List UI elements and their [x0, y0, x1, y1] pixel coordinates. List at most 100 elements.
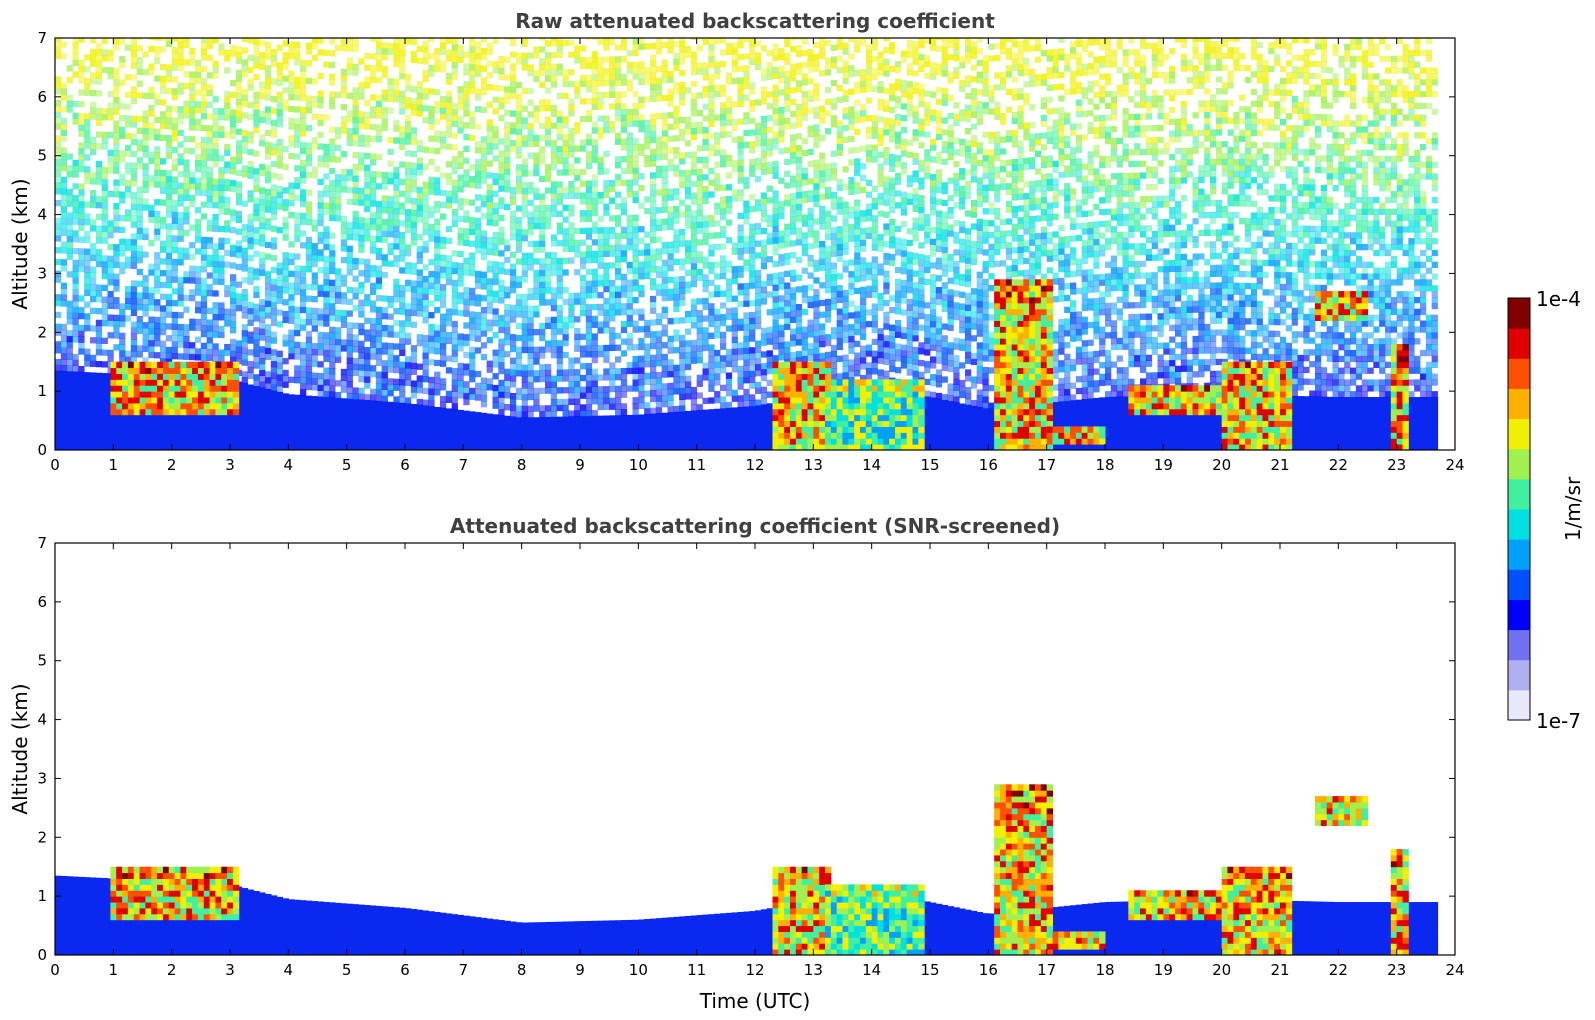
noise-cell [498, 97, 505, 104]
boundary-layer-cell [352, 399, 359, 450]
noise-cell [276, 150, 283, 157]
noise-cell [399, 249, 406, 256]
noise-cell [510, 275, 517, 282]
noise-cell [702, 68, 709, 75]
noise-cell [253, 168, 260, 175]
noise-cell [241, 347, 248, 355]
noise-cell [300, 124, 307, 131]
noise-cell [323, 49, 330, 56]
noise-cell [358, 270, 365, 277]
noise-cell [644, 260, 651, 268]
noise-cell [218, 325, 225, 333]
noise-cell [510, 316, 517, 323]
noise-cell [136, 162, 143, 170]
noise-cell [288, 117, 295, 124]
noise-cell [142, 298, 149, 305]
noise-cell [667, 318, 674, 325]
noise-cell [422, 93, 429, 100]
noise-cell [305, 124, 313, 132]
noise-cell [591, 409, 598, 417]
noise-cell [218, 331, 225, 339]
noise-cell [696, 38, 703, 40]
noise-cell [90, 48, 97, 56]
noise-cell [521, 64, 528, 71]
noise-cell [130, 162, 138, 169]
noise-cell [708, 397, 715, 404]
noise-cell [165, 170, 173, 177]
noise-cell [539, 69, 546, 77]
noise-cell [725, 266, 733, 273]
noise-cell [755, 275, 762, 283]
noise-cell [603, 68, 610, 75]
noise-cell [399, 43, 406, 50]
noise-cell [434, 253, 441, 261]
noise-cell [358, 58, 365, 65]
noise-cell [55, 323, 62, 330]
noise-cell [655, 89, 663, 96]
noise-cell [696, 174, 703, 181]
noise-cell [358, 217, 365, 224]
noise-cell [358, 370, 365, 377]
noise-cell [230, 185, 237, 193]
noise-cell [463, 310, 470, 317]
noise-cell [527, 229, 534, 236]
noise-cell [235, 210, 243, 218]
noise-cell [276, 97, 283, 104]
noise-cell [206, 125, 213, 132]
noise-cell [235, 116, 243, 124]
noise-cell [562, 81, 569, 88]
noise-cell [422, 164, 429, 171]
noise-cell [259, 316, 266, 324]
noise-cell [725, 290, 733, 297]
noise-cell [632, 279, 639, 286]
noise-cell [574, 333, 581, 341]
noise-cell [300, 83, 307, 90]
noise-cell [673, 82, 680, 89]
noise-cell [749, 117, 756, 124]
noise-cell [405, 367, 412, 375]
noise-cell [294, 235, 301, 243]
noise-cell [562, 340, 569, 347]
noise-cell [510, 404, 517, 412]
noise-cell [177, 141, 184, 148]
noise-cell [311, 296, 318, 303]
noise-cell [253, 238, 260, 246]
noise-cell [760, 392, 768, 399]
noise-cell [212, 184, 219, 191]
noise-cell [556, 404, 563, 412]
noise-cell [60, 353, 68, 360]
noise-cell [667, 212, 674, 219]
noise-cell [702, 327, 709, 334]
boundary-layer-cell [335, 397, 342, 450]
noise-cell [644, 361, 651, 368]
noise-cell [655, 112, 663, 120]
noise-cell [84, 348, 91, 355]
noise-cell [708, 279, 715, 286]
noise-cell [457, 215, 464, 222]
noise-cell [358, 122, 365, 130]
noise-cell [113, 132, 120, 139]
noise-cell [626, 297, 633, 304]
noise-cell [644, 355, 651, 362]
noise-cell [673, 146, 680, 154]
noise-cell [165, 76, 173, 83]
noise-cell [556, 110, 563, 117]
noise-cell [626, 344, 633, 351]
noise-cell [521, 193, 528, 201]
noise-cell [101, 214, 108, 221]
noise-cell [679, 293, 686, 300]
noise-cell [603, 386, 610, 393]
noise-cell [294, 165, 301, 172]
noise-cell [603, 44, 610, 51]
noise-cell [585, 56, 593, 64]
noise-cell [632, 108, 639, 115]
noise-cell [626, 267, 633, 275]
noise-cell [760, 192, 768, 199]
noise-cell [445, 120, 453, 127]
noise-cell [539, 152, 546, 159]
noise-cell [644, 119, 651, 127]
noise-cell [620, 273, 628, 281]
noise-cell [760, 139, 768, 146]
noise-cell [428, 223, 435, 231]
noise-cell [60, 147, 68, 154]
